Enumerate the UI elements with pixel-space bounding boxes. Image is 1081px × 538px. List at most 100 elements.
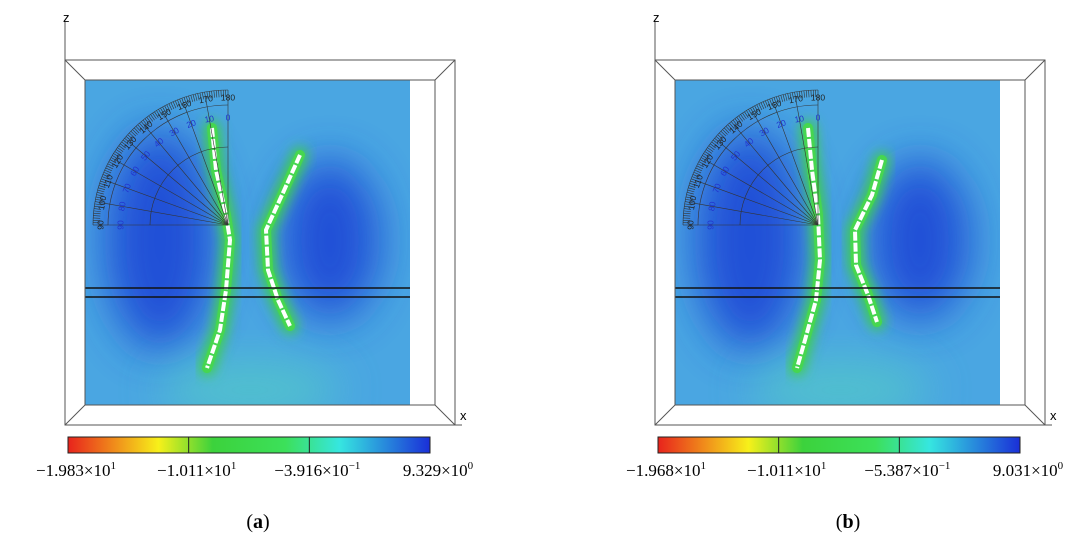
- protractor-tick: [727, 124, 733, 131]
- low-zone: [870, 160, 970, 320]
- colorbar: [67, 436, 431, 454]
- label-exponent: 1: [110, 460, 116, 472]
- label-exponent: 1: [231, 460, 237, 472]
- protractor-tick: [192, 94, 196, 102]
- colorbar-label: −1.011×101: [747, 460, 826, 480]
- protractor: [92, 89, 229, 226]
- protractor-tick: [708, 145, 715, 151]
- label-coefficient: −5.387×10: [864, 461, 938, 480]
- protractor-label: 90: [95, 220, 105, 230]
- protractor-spoke: [150, 132, 229, 226]
- caption: (b): [836, 511, 860, 533]
- protractor-tick: [148, 115, 154, 122]
- protractor-tick: [124, 137, 137, 149]
- protractor-tick: [740, 114, 745, 121]
- protractor-tick: [686, 194, 694, 197]
- protractor-tick: [93, 210, 101, 212]
- protractor-tick: [705, 149, 713, 154]
- label-coefficient: 9.329×10: [403, 461, 468, 480]
- protractor-tick: [118, 145, 125, 151]
- protractor-tick: [96, 194, 104, 197]
- box-edge: [434, 404, 456, 426]
- protractor-tick: [683, 208, 691, 210]
- protractor-tick: [767, 99, 771, 107]
- protractor-label: 0: [226, 112, 231, 122]
- protractor-spoke: [796, 106, 819, 226]
- caption-open: (: [836, 511, 843, 533]
- protractor-tick: [742, 112, 747, 120]
- protractor-label: 160: [766, 98, 783, 112]
- protractor-tick: [690, 180, 698, 184]
- protractor-label: 80: [706, 201, 718, 212]
- protractor-tick: [146, 117, 152, 123]
- box-edge: [64, 404, 86, 426]
- protractor-tick: [132, 129, 138, 135]
- caption-close: ): [263, 511, 270, 533]
- protractor-tick: [689, 182, 697, 186]
- z-label: z: [653, 10, 660, 25]
- protractor-tick: [688, 187, 696, 191]
- caption-letter: a: [253, 511, 263, 533]
- caption: (a): [246, 511, 269, 533]
- protractor-tick: [197, 93, 200, 101]
- protractor-tick: [707, 147, 714, 152]
- protractor-tick: [179, 98, 183, 106]
- protractor-tick: [211, 90, 213, 98]
- protractor-tick: [94, 203, 102, 206]
- protractor-tick: [729, 122, 735, 129]
- label-exponent: 1: [821, 460, 827, 472]
- box-inner: [84, 79, 436, 406]
- protractor-tick: [697, 163, 705, 168]
- protractor-tick: [746, 110, 751, 117]
- protractor-tick: [97, 189, 105, 193]
- protractor-spoke: [713, 164, 819, 226]
- protractor-tick: [703, 153, 710, 158]
- caption-letter: b: [842, 511, 853, 533]
- protractor-tick: [687, 189, 695, 193]
- protractor-tick: [683, 210, 691, 212]
- protractor-label: 30: [758, 125, 771, 139]
- crack: [852, 159, 884, 323]
- protractor-tick: [787, 93, 790, 101]
- protractor-tick: [724, 127, 730, 134]
- protractor-tick: [183, 97, 187, 105]
- protractor-tick: [684, 203, 692, 206]
- protractor-spoke: [725, 147, 819, 226]
- protractor-label: 100: [686, 195, 698, 211]
- low-zone: [280, 160, 380, 320]
- protractor-tick: [201, 92, 204, 100]
- protractor-tick: [762, 101, 767, 109]
- z-label: z: [63, 10, 70, 25]
- protractor-tick: [139, 122, 145, 129]
- protractor-tick: [691, 178, 706, 185]
- label-exponent: −1: [939, 460, 951, 472]
- protractor-tick: [94, 201, 110, 205]
- protractor-tick: [213, 90, 215, 98]
- protractor-tick: [156, 110, 161, 117]
- colorbar-label: 9.329×100: [403, 460, 474, 480]
- protractor-spoke: [109, 203, 229, 226]
- protractor-tick: [117, 147, 124, 152]
- protractor: [682, 89, 819, 226]
- contour-field: [675, 80, 1000, 405]
- protractor-tick: [93, 208, 101, 210]
- protractor-label: 110: [101, 173, 115, 189]
- protractor-tick: [164, 105, 169, 113]
- box-edge: [654, 404, 676, 426]
- caption-open: (: [246, 511, 253, 533]
- protractor-tick: [756, 104, 761, 112]
- protractor-tick: [684, 201, 700, 205]
- protractor-tick: [135, 126, 141, 132]
- protractor-tick: [115, 149, 123, 154]
- protractor-label: 180: [221, 92, 235, 102]
- protractor-spoke: [699, 203, 819, 226]
- protractor-tick: [700, 157, 715, 166]
- protractor-tick: [99, 182, 107, 186]
- protractor-tick: [771, 98, 778, 113]
- label-exponent: 0: [1058, 460, 1064, 472]
- box-inner: [674, 79, 1026, 406]
- protractor-label: 10: [204, 113, 215, 125]
- protractor-tick: [803, 90, 805, 98]
- box-outer: [654, 59, 1046, 426]
